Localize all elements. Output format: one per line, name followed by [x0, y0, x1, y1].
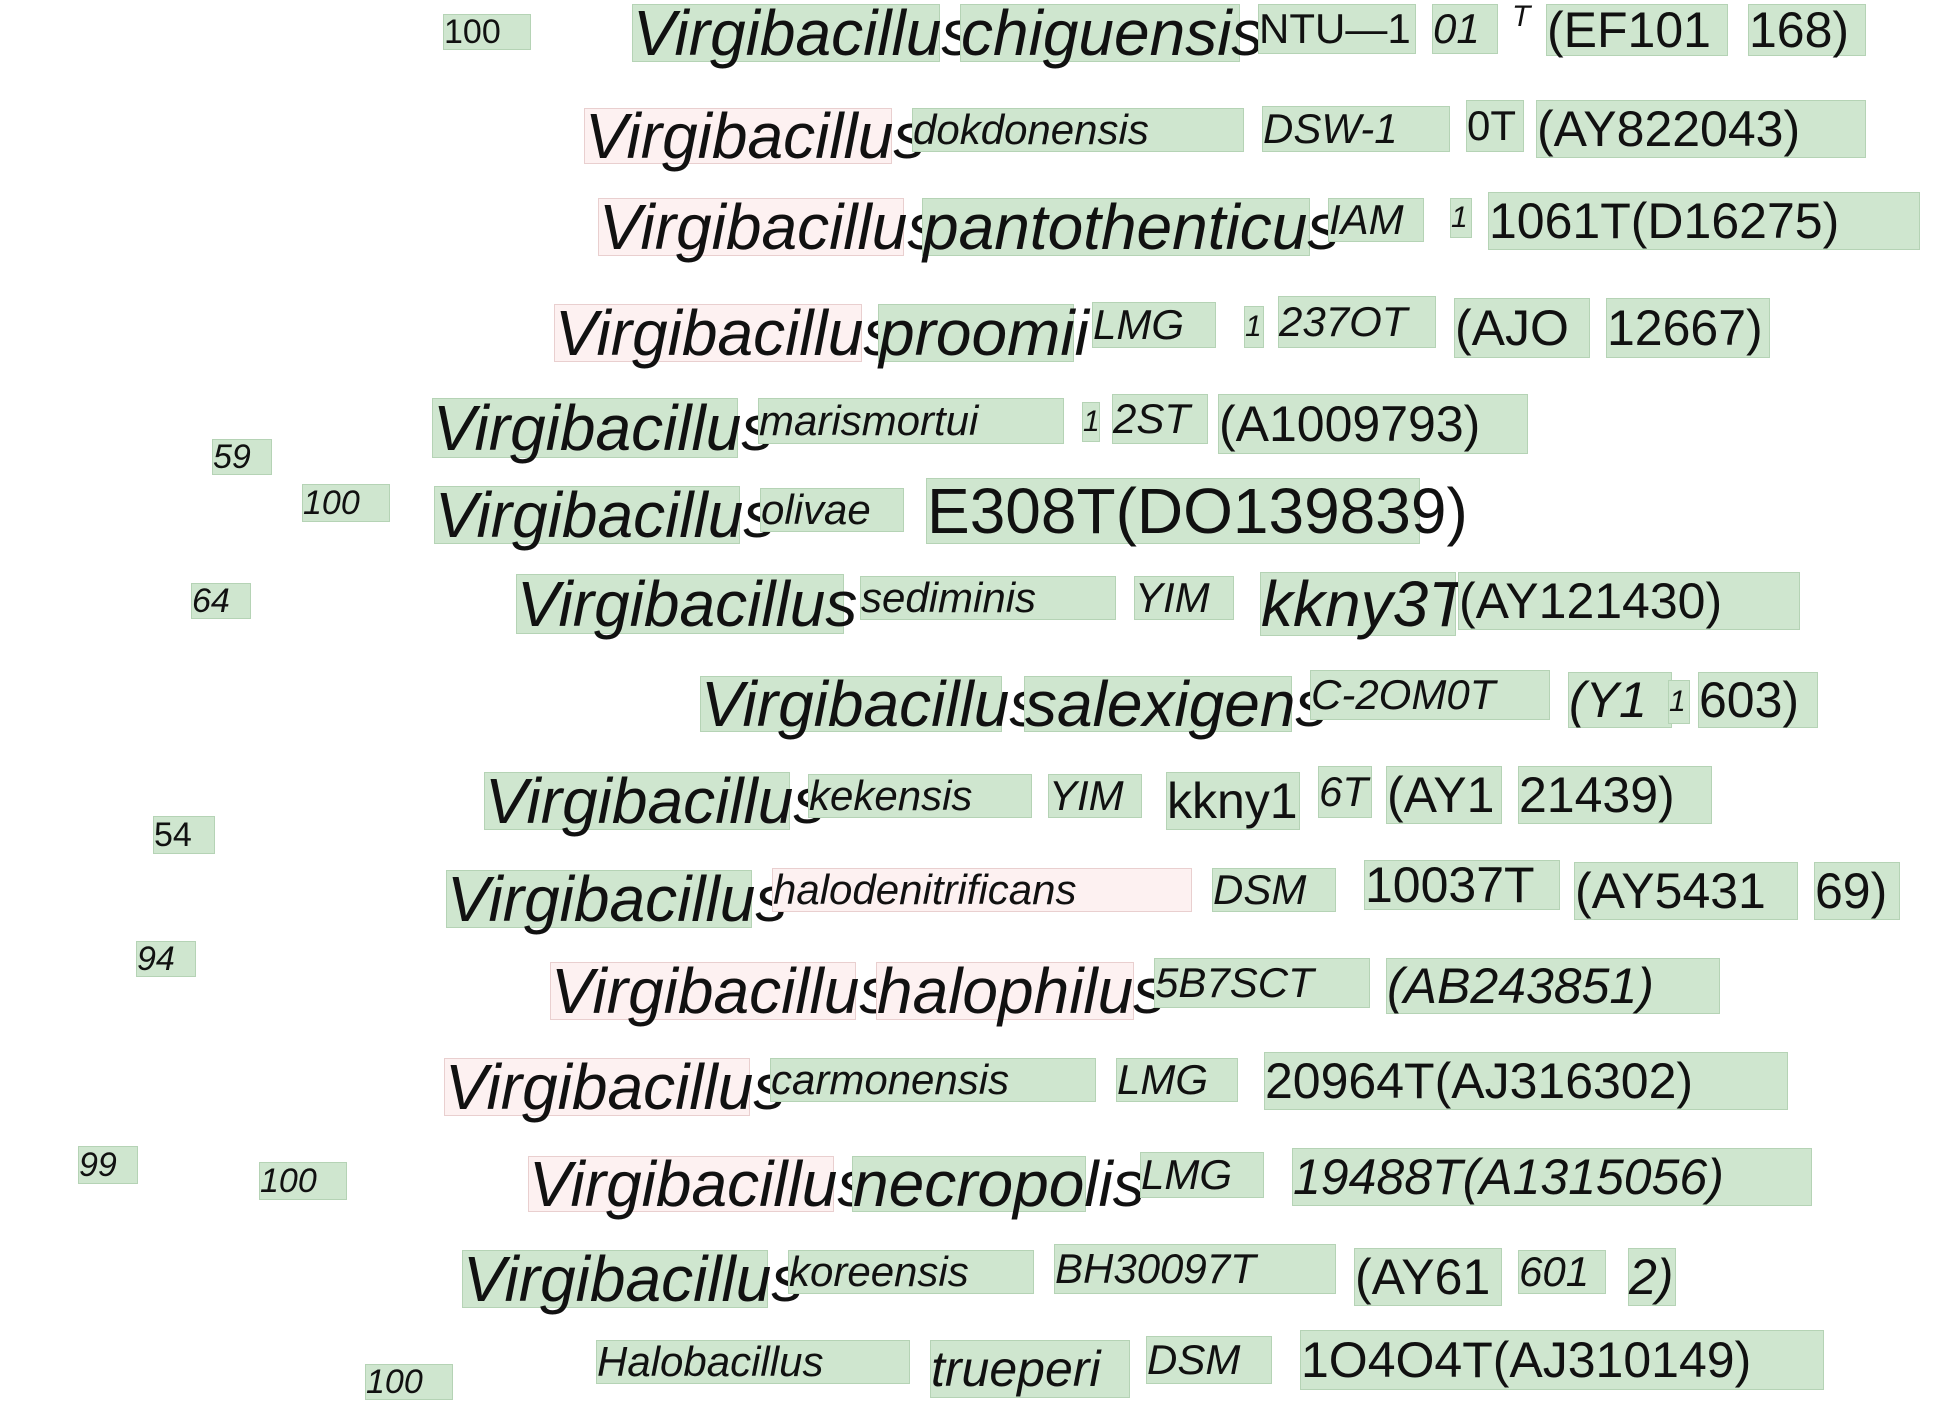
bootstrap-value: 59: [212, 439, 272, 475]
strain-label: T: [1512, 0, 1531, 33]
genus-label: Virgibacillus: [516, 568, 858, 640]
accession-label: 601: [1518, 1250, 1606, 1294]
genus-label: Virgibacillus: [700, 668, 1042, 740]
genus-label: Virgibacillus: [528, 1148, 870, 1220]
strain-label: 5B7SCT: [1154, 958, 1370, 1008]
genus-label: Virgibacillus: [484, 765, 826, 837]
strain-label: BH30097T: [1054, 1244, 1336, 1294]
strain-label: 237OT: [1278, 296, 1436, 348]
species-label: halophilus: [876, 955, 1166, 1027]
accession-label: (AY61: [1354, 1248, 1502, 1306]
strain-label: 2ST: [1112, 394, 1208, 444]
species-label: carmonensis: [770, 1058, 1096, 1102]
genus-label: Virgibacillus: [554, 297, 896, 369]
accession-label: 2): [1628, 1248, 1676, 1306]
strain-label: C-2OM0T: [1310, 670, 1550, 720]
strain-label: YIM: [1134, 576, 1234, 620]
bootstrap-value: 100: [259, 1162, 347, 1200]
accession-label: 168): [1748, 4, 1866, 56]
accession-label: (Y1: [1568, 672, 1672, 728]
genus-label: Virgibacillus: [598, 191, 940, 263]
strain-label: 10037T: [1364, 860, 1560, 910]
genus-label: Virgibacillus: [434, 479, 776, 551]
species-label: chiguensis: [960, 0, 1264, 69]
strain-label: DSM: [1146, 1336, 1272, 1384]
genus-label: Virgibacillus: [632, 0, 974, 69]
accession-label: (AB243851): [1386, 958, 1720, 1014]
bootstrap-value: 100: [365, 1364, 453, 1400]
accession-label: E308T(DO139839): [926, 475, 1468, 547]
bootstrap-value: 94: [136, 941, 196, 977]
accession-label: 1: [1668, 680, 1690, 724]
accession-label: (AJO: [1454, 298, 1590, 358]
genus-label: Virgibacillus: [432, 392, 774, 464]
bootstrap-value: 54: [153, 816, 215, 854]
accession-label: 21439): [1518, 766, 1712, 824]
strain-label: 1: [1244, 306, 1264, 348]
accession-label: 20964T(AJ316302): [1264, 1052, 1788, 1110]
accession-label: 69): [1814, 862, 1900, 920]
strain-label: LMG: [1116, 1058, 1238, 1102]
accession-label: (A1009793): [1218, 394, 1528, 454]
species-label: dokdonensis: [912, 108, 1244, 152]
strain-label: DSM: [1212, 868, 1336, 912]
strain-label: 0T: [1466, 100, 1524, 152]
species-label: koreensis: [788, 1250, 1034, 1294]
species-label: proomii: [878, 297, 1089, 369]
accession-label: 1O4O4T(AJ310149): [1300, 1330, 1824, 1390]
strain-label: 1: [1082, 402, 1100, 442]
genus-label: Virgibacillus: [550, 955, 892, 1027]
bootstrap-value: 100: [302, 484, 390, 522]
strain-label: 6T: [1318, 766, 1372, 818]
genus-label: Halobacillus: [596, 1340, 910, 1384]
accession-label: (AY121430): [1458, 572, 1800, 630]
strain-label: DSW-1: [1262, 106, 1450, 152]
species-label: necropolis: [852, 1148, 1145, 1220]
species-label: trueperi: [930, 1340, 1130, 1398]
strain-label: 1: [1450, 198, 1472, 238]
accession-label: 1061T(D16275): [1488, 192, 1920, 250]
bootstrap-value: 99: [78, 1146, 138, 1184]
accession-label: 12667): [1606, 298, 1770, 358]
genus-label: Virgibacillus: [584, 100, 926, 172]
strain-label: LMG: [1092, 302, 1216, 348]
accession-label: (EF101: [1546, 4, 1728, 56]
species-label: marismortui: [758, 398, 1064, 444]
genus-label: Virgibacillus: [446, 863, 788, 935]
accession-label: 603): [1698, 672, 1818, 728]
bootstrap-value: 64: [191, 583, 251, 619]
genus-label: Virgibacillus: [444, 1051, 786, 1123]
accession-label: (AY5431: [1574, 862, 1798, 920]
bootstrap-value: 100: [443, 14, 531, 50]
strain-label: LMG: [1140, 1152, 1264, 1198]
strain-label: NTU—1: [1258, 4, 1416, 54]
genus-label: Virgibacillus: [462, 1243, 804, 1315]
strain-label: kkny1: [1166, 772, 1300, 830]
accession-label: (AY1: [1386, 766, 1502, 824]
accession-label: (AY822043): [1536, 100, 1866, 158]
species-label: olivae: [760, 488, 904, 532]
strain-label: IAM: [1328, 198, 1424, 242]
strain-label: 01: [1432, 4, 1498, 54]
species-label: pantothenticus: [922, 191, 1340, 263]
accession-label: 19488T(A1315056): [1292, 1148, 1812, 1206]
species-label: salexigens: [1024, 668, 1328, 740]
strain-label: YIM: [1048, 774, 1142, 818]
species-label: sediminis: [860, 576, 1116, 620]
strain-label: kkny3T: [1260, 568, 1468, 640]
species-label: halodenitrificans: [772, 868, 1192, 912]
species-label: kekensis: [808, 774, 1032, 818]
